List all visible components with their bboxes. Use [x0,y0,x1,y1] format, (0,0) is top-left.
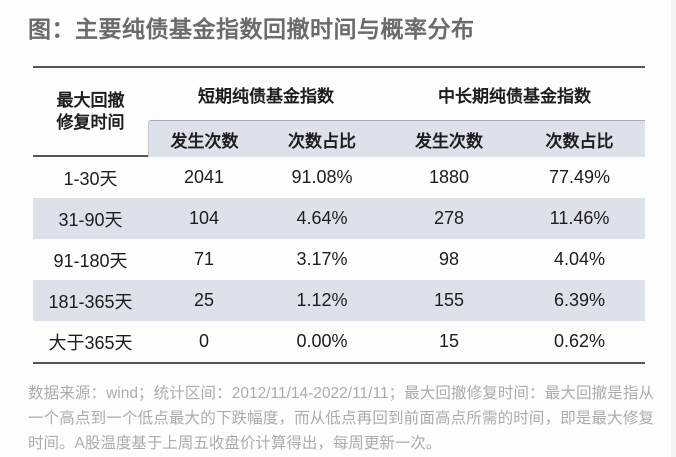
cell-value: 278 [433,208,465,228]
row-label: 31-90天 [58,209,123,230]
corner-header-cell: 最大回撤 修复时间 [33,68,148,157]
cell-value: 25 [193,290,215,310]
corner-header-line2: 修复时间 [56,112,125,132]
cell-value: 15 [438,331,460,351]
sub-header-row: 发生次数 次数占比 发生次数 次数占比 [33,120,645,157]
table-row: 31-90天 104 4.64% 278 11.46% [33,198,645,239]
group-header-short-term: 短期纯债基金指数 [198,86,334,106]
cell-value: 0 [198,331,209,351]
cell-value: 6.39% [553,290,606,310]
cell-value: 71 [193,249,215,269]
cell-value: 2041 [183,167,225,187]
row-label: 1-30天 [63,168,118,189]
cell-value: 3.17% [296,249,348,269]
cell-value: 77.49% [548,167,611,187]
page-title: 图：主要纯债基金指数回撤时间与概率分布 [28,16,475,42]
cell-value: 0.00% [296,331,348,351]
row-label: 大于365天 [48,332,133,353]
table-row: 1-30天 2041 91.08% 1880 77.49% [33,157,645,198]
cell-value: 104 [188,208,220,228]
source-footnote: 数据来源：wind；统计区间：2012/11/14-2022/11/11；最大回… [28,385,654,452]
sub-header-proportion-short: 次数占比 [288,131,356,151]
sub-header-occurrences-short: 发生次数 [170,131,239,151]
cell-value: 4.64% [296,208,348,228]
row-label: 181-365天 [48,291,133,312]
cell-value: 11.46% [549,208,610,228]
right-edge-shade [671,0,676,457]
group-header-mid-long-term: 中长期纯债基金指数 [438,86,591,106]
table-row: 大于365天 0 0.00% 15 0.62% [33,321,645,362]
table-row: 91-180天 71 3.17% 98 4.04% [33,239,645,280]
corner-header-line1: 最大回撤 [56,90,125,110]
cell-value: 1880 [428,167,470,187]
sub-header-proportion-mid: 次数占比 [545,131,614,151]
cell-value: 91.08% [291,167,353,187]
drawdown-table: 最大回撤 修复时间 短期纯债基金指数 中长期纯债基金指数 发生次数 次数占比 发… [33,66,645,364]
cell-value: 98 [438,249,460,269]
sub-header-band: 发生次数 次数占比 发生次数 次数占比 [148,120,645,157]
cell-value: 1.12% [296,290,348,310]
cell-value: 4.04% [553,249,606,269]
row-label: 91-180天 [53,250,128,271]
cell-value: 155 [433,290,465,310]
sub-header-occurrences-mid: 发生次数 [415,131,483,151]
cell-value: 0.62% [553,331,606,351]
table-row: 181-365天 25 1.12% 155 6.39% [33,280,645,321]
